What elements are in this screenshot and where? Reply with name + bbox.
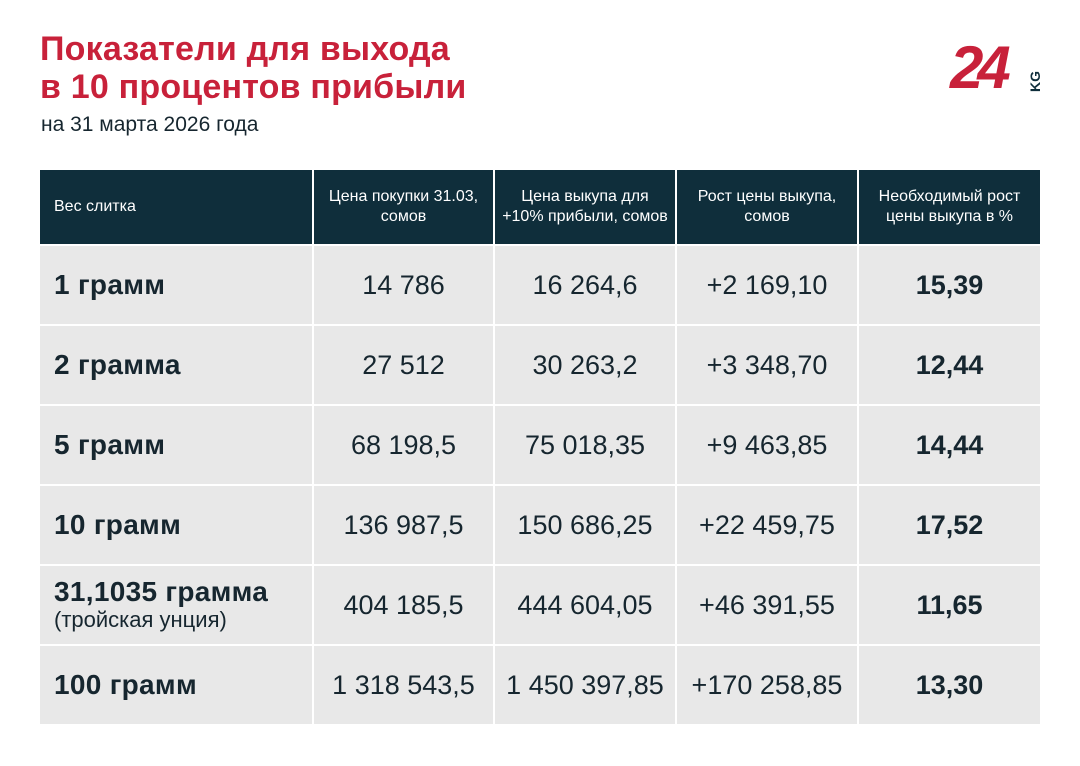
buyback-price-cell: 444 604,05	[493, 564, 676, 645]
column-header-price-growth: Рост цены выкупа, сомов	[675, 170, 858, 245]
logo-mark: 24	[949, 36, 1010, 96]
buyback-price-cell: 1 450 397,85	[493, 644, 676, 724]
buy-price-cell: 68 198,5	[312, 404, 494, 485]
weight-note: (тройская унция)	[54, 607, 227, 632]
weight-cell: 31,1035 грамма (тройская унция)	[40, 564, 313, 645]
required-growth-pct-cell: 11,65	[857, 564, 1040, 645]
table-header-row: Вес слитка Цена покупки 31.03, сомов Цен…	[40, 170, 1040, 245]
buyback-price-cell: 16 264,6	[493, 244, 676, 325]
price-table-container: Вес слитка Цена покупки 31.03, сомов Цен…	[40, 170, 1040, 724]
column-header-buyback-price: Цена выкупа для +10% прибыли, сомов	[493, 170, 676, 245]
buyback-price-cell: 30 263,2	[493, 324, 676, 405]
price-growth-cell: +46 391,55	[675, 564, 858, 645]
weight-cell: 2 грамма	[40, 324, 313, 405]
table-row: 5 грамм 68 198,5 75 018,35 +9 463,85 14,…	[40, 404, 1040, 485]
page-title: Показатели для выхода в 10 процентов при…	[40, 30, 467, 106]
weight-cell: 100 грамм	[40, 644, 313, 724]
table-row: 2 грамма 27 512 30 263,2 +3 348,70 12,44	[40, 324, 1040, 405]
price-growth-cell: +9 463,85	[675, 404, 858, 485]
weight-cell: 10 грамм	[40, 484, 313, 565]
required-growth-pct-cell: 14,44	[857, 404, 1040, 485]
logo-suffix: KG	[1027, 71, 1043, 92]
buyback-price-cell: 150 686,25	[493, 484, 676, 565]
weight-label: 5 грамм	[54, 429, 166, 460]
buy-price-cell: 1 318 543,5	[312, 644, 494, 724]
weight-label: 1 грамм	[54, 269, 166, 300]
date-subtitle: на 31 марта 2026 года	[41, 113, 259, 136]
buy-price-cell: 136 987,5	[312, 484, 494, 565]
weight-label: 10 грамм	[54, 509, 182, 540]
price-growth-cell: +2 169,10	[675, 244, 858, 325]
price-growth-cell: +170 258,85	[675, 644, 858, 724]
required-growth-pct-cell: 17,52	[857, 484, 1040, 565]
table-row: 31,1035 грамма (тройская унция) 404 185,…	[40, 564, 1040, 645]
column-header-weight: Вес слитка	[40, 170, 313, 245]
table-row: 1 грамм 14 786 16 264,6 +2 169,10 15,39	[40, 244, 1040, 325]
title-line-2: в 10 процентов прибыли	[40, 68, 467, 106]
column-header-buy-price: Цена покупки 31.03, сомов	[312, 170, 494, 245]
column-header-required-growth-pct: Необходимый рост цены выкупа в %	[857, 170, 1040, 245]
table-row: 10 грамм 136 987,5 150 686,25 +22 459,75…	[40, 484, 1040, 565]
buyback-price-cell: 75 018,35	[493, 404, 676, 485]
required-growth-pct-cell: 15,39	[857, 244, 1040, 325]
buy-price-cell: 14 786	[312, 244, 494, 325]
price-growth-cell: +22 459,75	[675, 484, 858, 565]
weight-cell: 1 грамм	[40, 244, 313, 325]
24kg-logo-icon: 24 KG	[949, 36, 1043, 96]
required-growth-pct-cell: 13,30	[857, 644, 1040, 724]
weight-cell: 5 грамм	[40, 404, 313, 485]
title-line-1: Показатели для выхода	[40, 30, 450, 68]
price-table: Вес слитка Цена покупки 31.03, сомов Цен…	[40, 170, 1040, 724]
table-row: 100 грамм 1 318 543,5 1 450 397,85 +170 …	[40, 644, 1040, 724]
buy-price-cell: 27 512	[312, 324, 494, 405]
required-growth-pct-cell: 12,44	[857, 324, 1040, 405]
weight-label: 100 грамм	[54, 669, 197, 700]
price-growth-cell: +3 348,70	[675, 324, 858, 405]
weight-label: 31,1035 грамма	[54, 576, 269, 607]
weight-label: 2 грамма	[54, 349, 181, 380]
buy-price-cell: 404 185,5	[312, 564, 494, 645]
